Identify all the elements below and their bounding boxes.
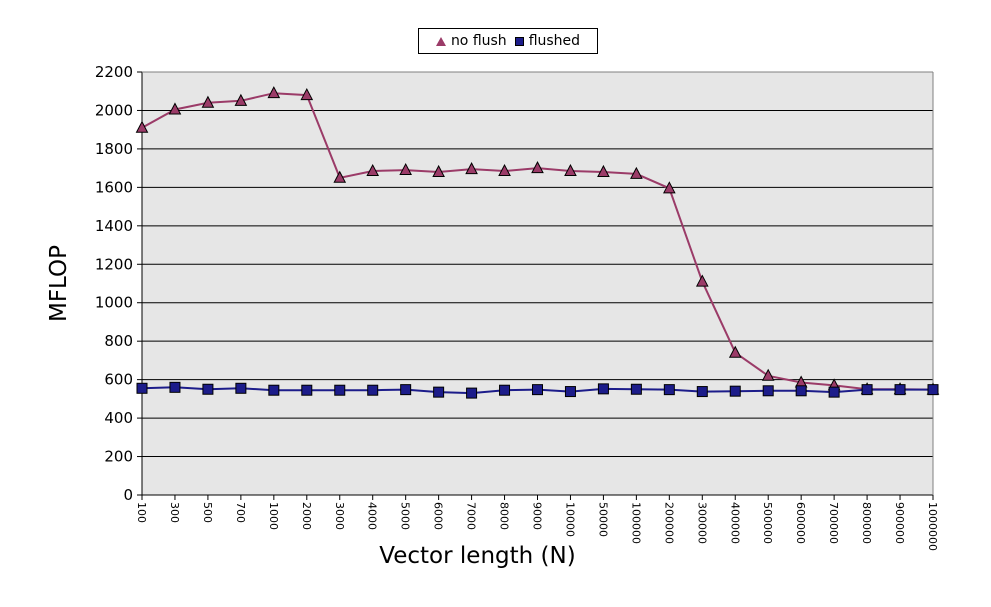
y-tick-label: 200 [104, 448, 133, 466]
data-point-flushed [499, 384, 511, 396]
data-point-no-flush [465, 162, 478, 175]
data-point-no-flush [300, 87, 314, 101]
x-tick-label: 500 [201, 502, 214, 523]
data-point-no-flush [728, 345, 742, 358]
data-point-no-flush [135, 120, 149, 133]
data-point-no-flush [663, 181, 676, 194]
x-axis-title: Vector length (N) [379, 543, 575, 569]
data-point-flushed [235, 382, 247, 394]
x-tick-label: 100 [135, 502, 148, 523]
data-point-flushed [696, 386, 708, 398]
x-tick-label: 1000 [267, 502, 280, 530]
x-tick-label: 50000 [596, 502, 609, 537]
data-point-flushed [564, 386, 576, 398]
data-point-flushed [433, 386, 445, 398]
data-point-flushed [301, 384, 313, 396]
x-tick-label: 300 [168, 502, 181, 523]
x-tick-label: 6000 [432, 502, 445, 530]
x-tick-label: 2000 [300, 502, 313, 530]
legend: no flush flushed [418, 28, 598, 54]
y-tick-label: 800 [104, 332, 133, 350]
x-tick-label: 400000 [728, 502, 741, 544]
x-tick-label: 4000 [366, 502, 379, 530]
data-point-flushed [334, 384, 346, 396]
data-point-flushed [466, 387, 478, 399]
y-tick-label: 1400 [95, 217, 133, 235]
data-point-flushed [367, 384, 379, 396]
data-point-no-flush [531, 161, 544, 174]
data-point-flushed [828, 386, 840, 398]
x-tick-label: 5000 [399, 502, 412, 530]
y-tick-label: 2200 [95, 63, 133, 81]
data-point-flushed [927, 384, 939, 396]
x-tick-label: 8000 [498, 502, 511, 530]
data-point-no-flush [630, 166, 643, 179]
legend-label-no-flush: no flush [450, 33, 507, 49]
data-point-no-flush [564, 163, 577, 177]
legend-item-no-flush: no flush [435, 33, 507, 49]
x-tick-label: 7000 [465, 502, 478, 530]
y-tick-label: 1600 [95, 178, 133, 196]
data-point-flushed [861, 384, 873, 396]
data-point-no-flush [597, 164, 610, 177]
data-point-no-flush [366, 163, 380, 177]
y-tick-label: 2000 [95, 101, 133, 119]
x-tick-label: 100000 [629, 502, 642, 544]
y-tick-label: 1800 [95, 140, 133, 158]
data-point-flushed [169, 381, 181, 393]
legend-item-flushed: flushed [514, 33, 581, 49]
x-tick-label: 500000 [761, 502, 774, 544]
data-point-flushed [729, 385, 741, 397]
data-point-no-flush [168, 102, 182, 115]
square-marker-icon [514, 36, 524, 46]
x-tick-label: 1000000 [926, 502, 939, 551]
triangle-marker-icon [435, 36, 446, 46]
y-tick-label: 0 [123, 486, 133, 504]
plot-area [142, 72, 933, 495]
y-tick-label: 1200 [95, 255, 133, 273]
data-point-no-flush [333, 170, 347, 183]
data-point-flushed [762, 385, 774, 397]
data-point-flushed [268, 384, 280, 396]
y-tick-label: 600 [104, 371, 133, 389]
x-tick-label: 9000 [531, 502, 544, 530]
data-point-flushed [202, 383, 214, 395]
x-tick-label: 600000 [794, 502, 807, 544]
x-tick-label: 10000 [563, 502, 576, 537]
data-point-flushed [532, 384, 543, 396]
data-point-no-flush [234, 93, 248, 106]
legend-label-flushed: flushed [528, 33, 581, 49]
x-tick-label: 300000 [695, 502, 708, 544]
x-tick-label: 800000 [860, 502, 873, 544]
data-point-no-flush [695, 274, 709, 287]
data-point-no-flush [761, 368, 775, 381]
data-point-flushed [400, 384, 412, 396]
x-tick-label: 700 [234, 502, 247, 523]
y-tick-label: 400 [104, 409, 133, 427]
data-point-no-flush [201, 95, 215, 108]
data-point-flushed [663, 384, 675, 396]
data-point-flushed [597, 383, 609, 395]
data-point-flushed [795, 385, 807, 397]
data-point-flushed [894, 384, 906, 396]
y-tick-label: 1000 [95, 294, 133, 312]
data-point-no-flush [399, 162, 412, 176]
x-tick-label: 700000 [827, 502, 840, 544]
y-axis-title: MFLOP [46, 245, 72, 322]
x-tick-label: 3000 [333, 502, 346, 530]
data-point-no-flush [498, 163, 511, 177]
data-point-no-flush [432, 164, 445, 177]
x-tick-label: 200000 [662, 502, 675, 544]
x-tick-label: 900000 [893, 502, 906, 544]
data-point-flushed [630, 383, 642, 395]
data-point-flushed [136, 382, 148, 394]
data-point-no-flush [267, 86, 281, 99]
